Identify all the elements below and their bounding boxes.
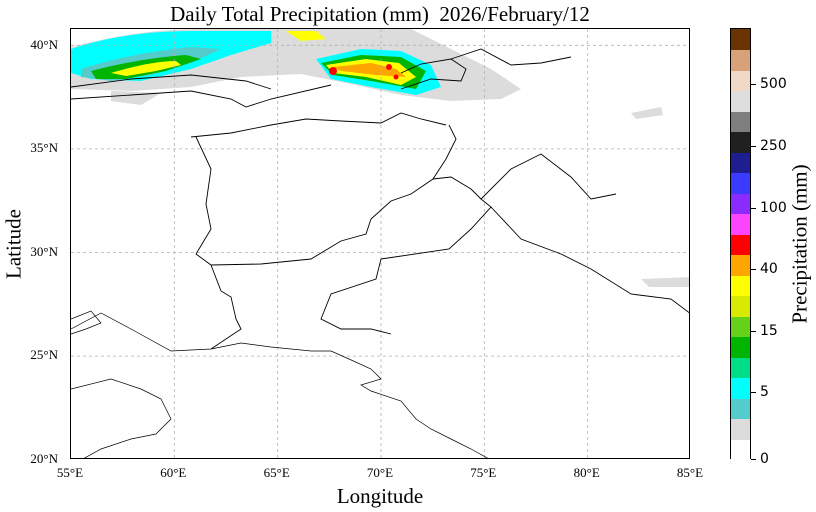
map-panel bbox=[70, 28, 690, 459]
colorbar-tick-label: 100 bbox=[760, 199, 787, 216]
colorbar-segment bbox=[731, 316, 750, 338]
colorbar-segment bbox=[731, 152, 750, 174]
border-iran-pakistan bbox=[210, 264, 242, 350]
map-svg bbox=[71, 29, 689, 458]
colorbar-segment bbox=[731, 213, 750, 235]
y-tick-label: 35°N bbox=[30, 140, 58, 156]
colorbar-segment bbox=[731, 234, 750, 256]
colorbar bbox=[730, 28, 751, 461]
border-india-nepal bbox=[490, 206, 689, 314]
colorbar-segment bbox=[731, 70, 750, 92]
oman-coast bbox=[71, 378, 172, 458]
colorbar-tick-label: 0 bbox=[760, 451, 769, 467]
colorbar-tick-label: 500 bbox=[760, 76, 787, 93]
border-kazakhstan-uzbekistan bbox=[71, 74, 272, 90]
colorbar-label: Precipitation (mm) bbox=[787, 164, 812, 324]
arabian-sea-coast bbox=[71, 312, 489, 458]
colorbar-segment bbox=[731, 193, 750, 215]
colorbar-tick-mark bbox=[751, 84, 756, 86]
colorbar-segment bbox=[731, 90, 750, 112]
y-tick-label: 40°N bbox=[30, 36, 58, 52]
y-axis-label: Latitude bbox=[1, 209, 26, 279]
x-axis-label: Longitude bbox=[336, 484, 424, 508]
colorbar-tick-label: 5 bbox=[760, 384, 769, 401]
colorbar-segment bbox=[731, 357, 750, 379]
border-afghanistan-pakistan bbox=[210, 124, 457, 266]
coastlines bbox=[71, 310, 489, 458]
y-tick-label: 25°N bbox=[30, 347, 58, 363]
east-orange-core bbox=[333, 63, 406, 77]
colorbar-segment bbox=[731, 49, 750, 71]
colorbar-tick-mark bbox=[751, 459, 756, 460]
colorbar-segment bbox=[731, 398, 750, 420]
colorbar-tick-mark bbox=[751, 330, 756, 332]
scattered-light-precip bbox=[111, 91, 689, 287]
colorbar-tick-mark bbox=[751, 207, 756, 209]
east-red-peak-2 bbox=[386, 64, 392, 70]
x-tick-label: 55°E bbox=[56, 465, 84, 480]
colorbar-tick-label: 15 bbox=[760, 322, 778, 339]
colorbar-segment bbox=[731, 418, 750, 440]
x-tick-label: 85°E bbox=[676, 465, 704, 480]
border-pakistan-india bbox=[320, 176, 492, 335]
colorbar-tick-mark bbox=[751, 269, 756, 271]
colorbar-segment bbox=[731, 377, 750, 399]
colorbar-segment bbox=[731, 131, 750, 153]
chart-title: Daily Total Precipitation (mm) 2026/Febr… bbox=[170, 2, 590, 26]
colorbar-tick-mark bbox=[751, 392, 756, 394]
colorbar-segment bbox=[731, 336, 750, 358]
x-tick-label: 75°E bbox=[470, 465, 497, 480]
colorbar-segment bbox=[731, 111, 750, 133]
east-red-peak-1 bbox=[329, 67, 337, 75]
x-tick-label: 80°E bbox=[573, 465, 600, 480]
colorbar-segment bbox=[731, 254, 750, 276]
yellow-precip-band bbox=[111, 61, 181, 76]
persian-gulf-coast bbox=[71, 310, 102, 335]
colorbar-segment bbox=[731, 29, 750, 51]
x-tick-label: 65°E bbox=[263, 465, 290, 480]
colorbar-tick-label: 250 bbox=[760, 138, 787, 154]
border-india-china bbox=[480, 153, 617, 200]
colorbar-segment bbox=[731, 172, 750, 194]
colorbar-segment bbox=[731, 439, 750, 461]
colorbar-segment bbox=[731, 295, 750, 317]
east-red-peak-3 bbox=[393, 74, 399, 80]
colorbar-tick-mark bbox=[751, 146, 756, 147]
border-afghanistan-north bbox=[190, 112, 447, 138]
y-tick-label: 20°N bbox=[30, 451, 58, 466]
precipitation-field bbox=[71, 29, 689, 287]
gridlines bbox=[71, 29, 689, 458]
colorbar-tick-label: 40 bbox=[760, 261, 778, 278]
border-afghanistan-west bbox=[195, 136, 212, 266]
border-turkmenistan-iran bbox=[71, 84, 332, 108]
north-yellow-spot bbox=[286, 31, 326, 41]
country-borders bbox=[71, 48, 689, 350]
x-tick-label: 70°E bbox=[366, 465, 394, 480]
x-tick-label: 60°E bbox=[160, 465, 187, 480]
colorbar-segment bbox=[731, 275, 750, 297]
border-tajikistan-china bbox=[400, 58, 467, 90]
border-china-kyrgyzstan bbox=[450, 48, 572, 66]
y-tick-label: 30°N bbox=[30, 243, 58, 259]
